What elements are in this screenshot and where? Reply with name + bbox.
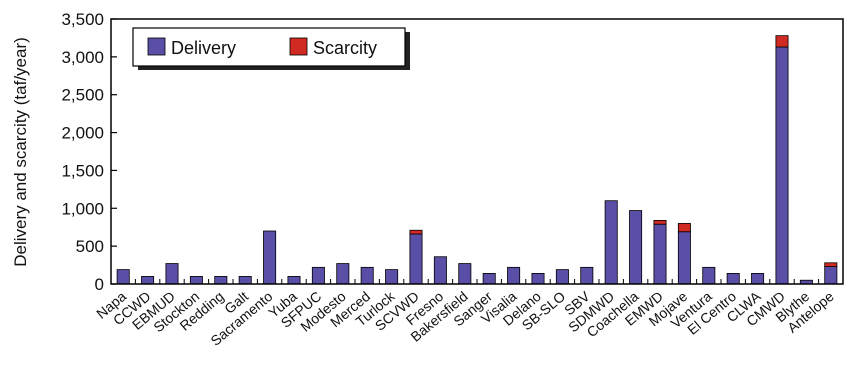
bar-delivery-clwa	[751, 272, 765, 285]
y-axis-ticks: 0 500 1,000 1,500 2,000 2,500 3,000 3,500	[61, 10, 117, 294]
legend-label-scarcity: Scarcity	[313, 38, 377, 58]
bar-delivery-turlock	[385, 269, 399, 285]
legend: Delivery Scarcity	[132, 27, 410, 70]
x-axis-category-labels: NapaCCWDEBMUDStocktonReddingGaltSacramen…	[93, 287, 837, 348]
bar-delivery-cmwd	[775, 46, 789, 285]
bar-delivery-ventura	[702, 266, 716, 285]
y-tick-label: 3,000	[61, 48, 104, 67]
bar-delivery-yuba	[287, 276, 301, 285]
bar-scarcity-scvwd	[409, 229, 423, 235]
y-tick-label: 2,000	[61, 124, 104, 143]
y-tick-label: 2,500	[61, 86, 104, 105]
bar-delivery-el-centro	[726, 272, 740, 285]
bar-delivery-emwd	[653, 223, 667, 285]
y-tick-label: 3,500	[61, 10, 104, 29]
bar-delivery-delano	[531, 272, 545, 285]
y-axis-title-text: Delivery and scarcity (taf/year)	[11, 37, 30, 267]
plot-frame	[110, 18, 844, 285]
bar-delivery-stockton	[189, 276, 203, 285]
legend-label-delivery: Delivery	[171, 38, 236, 58]
bar-delivery-bakersfield	[458, 263, 472, 285]
bar-scarcity-cmwd	[775, 35, 789, 48]
bar-delivery-antelope	[824, 266, 838, 285]
x-axis-ticks	[134, 279, 820, 284]
bar-delivery-scvwd	[409, 233, 423, 285]
bar-delivery-coachella	[629, 210, 643, 285]
bar-delivery-redding	[214, 276, 228, 285]
bar-delivery-sb-slo	[555, 269, 569, 285]
bar-delivery-sfpuc	[311, 266, 325, 285]
bar-delivery-sacramento	[263, 230, 277, 285]
legend-box	[132, 27, 406, 67]
y-tick-label: 0	[95, 275, 104, 294]
legend-swatch-scarcity	[289, 37, 308, 56]
bar-delivery-merced	[360, 266, 374, 285]
bar-delivery-ccwd	[141, 276, 155, 285]
y-tick-label: 500	[76, 237, 104, 256]
y-tick-label: 1,500	[61, 161, 104, 180]
bar-delivery-sdmwd	[604, 200, 618, 285]
bar-delivery-napa	[116, 269, 130, 285]
bar-delivery-mojave	[677, 231, 691, 285]
legend-swatch-delivery	[147, 37, 166, 56]
bar-delivery-sanger	[482, 272, 496, 285]
bar-delivery-fresno	[433, 256, 447, 285]
bar-delivery-ebmud	[165, 263, 179, 285]
bar-delivery-galt	[238, 276, 252, 285]
bar-scarcity-emwd	[653, 219, 667, 225]
bar-delivery-modesto	[336, 263, 350, 285]
bars	[116, 35, 838, 285]
bar-scarcity-mojave	[677, 223, 691, 233]
bar-scarcity-antelope	[824, 262, 838, 267]
y-axis-title: Delivery and scarcity (taf/year)	[11, 37, 30, 267]
bar-delivery-sbv	[580, 266, 594, 285]
bar-delivery-visalia	[507, 266, 521, 285]
y-tick-label: 1,000	[61, 199, 104, 218]
